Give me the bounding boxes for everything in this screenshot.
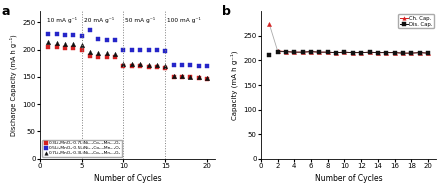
Text: 10 mA g⁻¹: 10 mA g⁻¹ <box>46 17 76 23</box>
Legend: 0.3Li₂MnO₃·0.7LiNi₀.₅Co₀.₂Mn₀.₃O₂, 0.5Li₂MnO₃·0.5LiNi₀.₅Co₀.₂Mn₀.₃O₂, 0.7Li₂MnO₃: 0.3Li₂MnO₃·0.7LiNi₀.₅Co₀.₂Mn₀.₃O₂, 0.5Li… <box>42 140 122 156</box>
Legend: Ch. Cap., Dis. Cap.: Ch. Cap., Dis. Cap. <box>398 14 434 28</box>
Text: a: a <box>1 5 10 19</box>
Text: b: b <box>222 5 231 19</box>
X-axis label: Number of Cycles: Number of Cycles <box>94 174 161 184</box>
Text: 20 mA g⁻¹: 20 mA g⁻¹ <box>84 17 114 23</box>
Text: 100 mA g⁻¹: 100 mA g⁻¹ <box>167 17 201 23</box>
Y-axis label: Discharge Capacity (mA h g⁻¹): Discharge Capacity (mA h g⁻¹) <box>9 34 17 136</box>
Text: 50 mA g⁻¹: 50 mA g⁻¹ <box>125 17 155 23</box>
Y-axis label: Capacity (mA h g⁻¹): Capacity (mA h g⁻¹) <box>230 50 238 120</box>
X-axis label: Number of Cycles: Number of Cycles <box>315 174 382 184</box>
